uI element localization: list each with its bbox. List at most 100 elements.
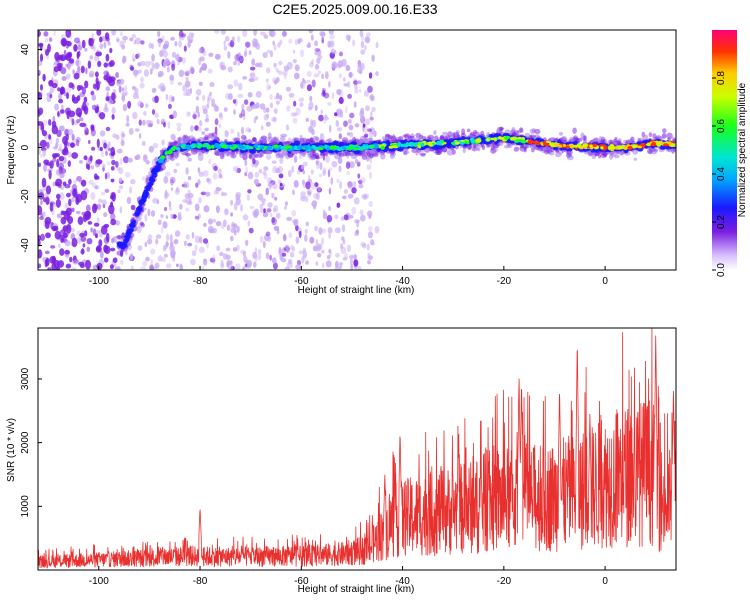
scatter-point [60, 238, 64, 243]
scatter-point [182, 92, 189, 96]
scatter-point [208, 218, 213, 225]
scatter-point [310, 169, 314, 175]
scatter-point [354, 87, 359, 94]
scatter-point [259, 208, 264, 214]
colorbar-tick-label: 0.6 [716, 119, 727, 133]
scatter-point [38, 30, 41, 37]
scatter-point [348, 124, 354, 131]
scatter-point [298, 250, 305, 255]
scatter-point [215, 105, 220, 112]
scatter-point [278, 70, 283, 76]
scatter-point [269, 50, 274, 58]
scatter-point [160, 87, 166, 92]
scatter-point [49, 256, 56, 264]
scatter-point [99, 130, 106, 137]
scatter-point [282, 233, 287, 242]
scatter-point [198, 197, 202, 204]
scatter-point [358, 179, 363, 185]
ridge-peak-point [285, 145, 292, 149]
scatter-point [90, 191, 96, 200]
scatter-point [73, 72, 80, 80]
scatter-point [99, 112, 106, 120]
scatter-point [240, 249, 246, 255]
scatter-point [265, 231, 271, 237]
scatter-point [262, 52, 268, 59]
scatter-point [197, 179, 201, 185]
scatter-point [166, 263, 172, 269]
scatter-point [269, 102, 274, 109]
scatter-point [122, 55, 127, 63]
scatter-point [130, 265, 134, 270]
scatter-point [87, 163, 91, 171]
scatter-point [169, 234, 173, 242]
scatter-point [306, 188, 313, 195]
scatter-point [101, 150, 104, 158]
scatter-point [154, 112, 159, 119]
ridge-halo-point [633, 157, 637, 161]
scatter-point [337, 108, 342, 115]
scatter-point [342, 77, 346, 82]
scatter-point [215, 187, 222, 192]
scatter-point [201, 266, 205, 270]
ridge-peak-point [535, 141, 541, 146]
scatter-point [95, 233, 98, 239]
scatter-point [167, 121, 171, 129]
scatter-point [244, 159, 248, 167]
ridge-halo-point [228, 151, 233, 156]
scatter-point [91, 183, 97, 188]
scatter-point [356, 161, 361, 167]
ridge-halo-point [404, 150, 410, 155]
scatter-point [276, 100, 280, 105]
scatter-point [173, 168, 178, 174]
scatter-point [302, 161, 308, 167]
scatter-point [72, 69, 75, 75]
spectrogram-x-axis-label: Height of straight line (km) [298, 285, 415, 296]
scatter-point [195, 96, 200, 101]
scatter-point [211, 98, 215, 106]
scatter-point [198, 236, 203, 244]
scatter-point [358, 89, 362, 93]
scatter-point [354, 83, 358, 89]
scatter-point [190, 258, 196, 266]
ridge-halo-point [252, 137, 257, 142]
scatter-point [328, 233, 331, 239]
scatter-point [103, 62, 109, 68]
scatter-point [182, 198, 188, 203]
ridge-peak-point [164, 151, 168, 156]
ridge-peak-point [520, 139, 527, 144]
scatter-point [324, 114, 328, 119]
ridge-halo-point [368, 137, 374, 142]
scatter-point [115, 220, 119, 226]
scatter-point [157, 30, 161, 38]
scatter-point [314, 40, 319, 47]
snr-series-line [38, 328, 676, 569]
scatter-point [293, 72, 300, 80]
scatter-point [58, 147, 62, 152]
ridge-halo-point [230, 154, 234, 159]
scatter-point [338, 96, 344, 105]
scatter-point [77, 216, 84, 226]
scatter-point [202, 238, 209, 244]
scatter-point [245, 239, 249, 246]
scatter-point [192, 113, 197, 120]
scatter-point [233, 61, 237, 66]
scatter-point [167, 103, 172, 110]
scatter-point [354, 232, 359, 237]
scatter-point [341, 236, 345, 241]
ridge-core-point [121, 242, 128, 248]
scatter-point [198, 171, 204, 177]
scatter-point [64, 249, 70, 255]
scatter-point [279, 39, 283, 45]
scatter-point [229, 39, 235, 48]
scatter-point [152, 197, 159, 204]
ridge-core-point [130, 223, 136, 228]
scatter-point [119, 40, 124, 48]
scatter-point [107, 40, 111, 46]
scatter-point [81, 86, 87, 95]
scatter-point [222, 253, 228, 260]
scatter-point [97, 203, 102, 211]
scatter-point [76, 119, 80, 124]
scatter-point [360, 214, 366, 222]
scatter-point [314, 225, 318, 232]
scatter-point [132, 58, 136, 62]
